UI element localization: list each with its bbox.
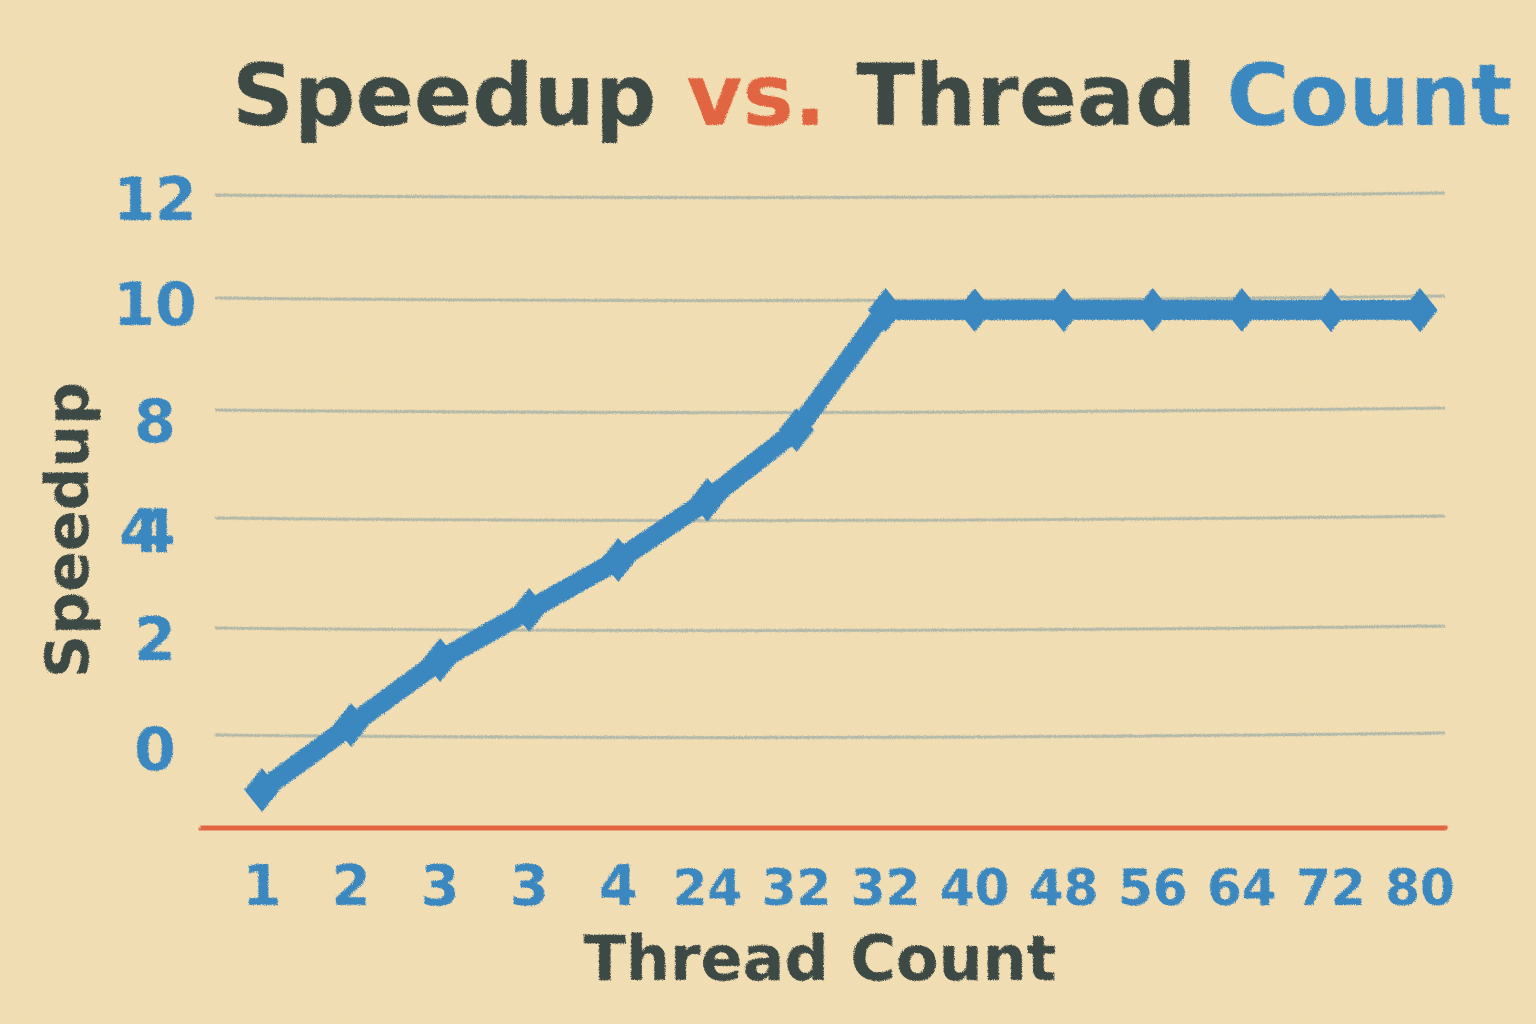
x-axis-label: Thread Count <box>584 922 1057 995</box>
data-point <box>1402 288 1438 332</box>
data-point <box>422 638 458 682</box>
chart-title: Speedup vs. Thread Count <box>232 46 1512 146</box>
x-tick-label: 40 <box>940 859 1010 917</box>
data-point <box>1135 288 1171 332</box>
x-tick-label: 2 <box>332 854 371 919</box>
x-tick-label: 4 <box>599 854 638 919</box>
gridline <box>214 294 1446 303</box>
x-tick-label: 24 <box>673 859 743 917</box>
gridline <box>214 191 1446 200</box>
x-tick-label: 32 <box>851 859 921 917</box>
data-point <box>867 288 904 332</box>
chart-title-part-2: Thread <box>826 46 1226 146</box>
y-tick-label: 8 <box>134 387 176 457</box>
data-point <box>778 408 815 452</box>
x-tick-labels: 1 2 3 3 4 24 32 32 40 48 56 64 72 80 <box>243 854 1455 919</box>
y-tick-label: 4 <box>119 497 161 567</box>
x-tick-label: 64 <box>1207 859 1277 917</box>
x-tick-label: 48 <box>1029 859 1099 917</box>
gridline <box>214 624 1446 633</box>
gridline <box>214 514 1446 523</box>
data-point <box>600 538 636 582</box>
x-axis <box>199 820 1448 836</box>
chart-title-part-1: vs. <box>686 46 826 146</box>
y-tick-labels: 0 2 44 8 10 12 <box>113 165 197 785</box>
data-point <box>333 703 369 747</box>
data-point <box>1224 288 1260 332</box>
chart-title-part-3: Count <box>1226 46 1512 146</box>
x-tick-label: 56 <box>1118 859 1188 917</box>
data-point <box>1046 288 1082 332</box>
y-tick-label: 2 <box>134 605 176 675</box>
series-line-group <box>244 288 1438 812</box>
y-tick-label: 10 <box>113 270 197 340</box>
y-tick-label: 4 <box>134 497 176 567</box>
data-point <box>244 768 280 812</box>
x-tick-label: 80 <box>1385 859 1455 917</box>
x-tick-label: 1 <box>243 854 282 919</box>
x-tick-label: 3 <box>421 854 460 919</box>
data-point <box>1313 288 1349 332</box>
data-point <box>957 288 993 332</box>
y-tick-label: 0 <box>134 715 176 785</box>
y-tick-label: 12 <box>113 165 197 235</box>
chart-title-part-0: Speedup <box>232 46 686 146</box>
data-point <box>689 478 725 522</box>
x-tick-label: 72 <box>1296 859 1366 917</box>
x-tick-label: 3 <box>510 854 549 919</box>
y-axis-label: Speedup <box>33 382 103 678</box>
x-tick-label: 32 <box>762 859 832 917</box>
data-point <box>511 588 547 632</box>
gridline <box>214 731 1446 740</box>
